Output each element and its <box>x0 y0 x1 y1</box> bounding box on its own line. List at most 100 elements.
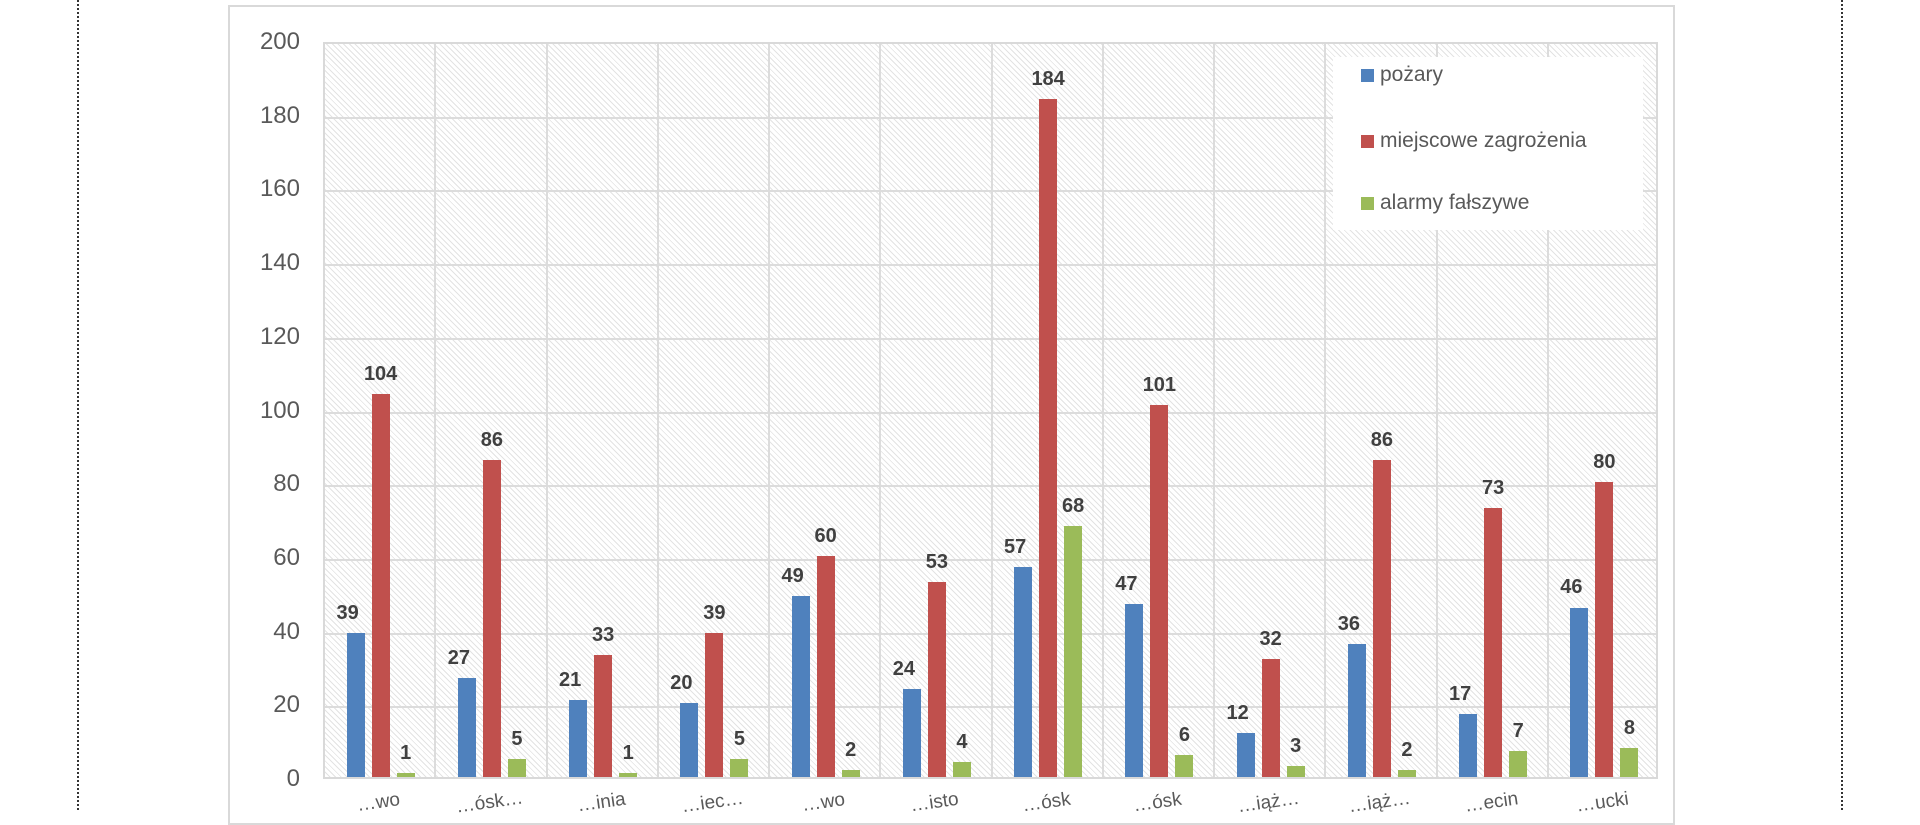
bar-1 <box>1484 508 1503 777</box>
v-gridline <box>1546 44 1549 777</box>
legend-item-pozary: pożary <box>1361 63 1443 87</box>
legend-label: alarmy fałszywe <box>1380 191 1530 214</box>
legend-item-alarmy-falszywe: alarmy fałszywe <box>1361 191 1529 215</box>
bar-1 <box>1150 404 1169 777</box>
v-gridline <box>879 44 882 777</box>
bar-value-label: 32 <box>1259 628 1282 651</box>
bar-1 <box>482 460 501 777</box>
bar-value-label: 4 <box>956 731 968 754</box>
bar-value-label: 53 <box>925 550 948 573</box>
y-tick-label: 200 <box>259 28 300 55</box>
bar-1 <box>705 633 724 777</box>
page-border-left <box>77 0 79 810</box>
bar-value-label: 36 <box>1337 613 1360 636</box>
bar-0 <box>346 633 365 777</box>
bar-value-label: 2 <box>1401 738 1413 761</box>
bar-value-label: 2 <box>845 738 857 761</box>
v-gridline <box>656 44 659 777</box>
y-tick-label: 20 <box>273 691 300 719</box>
bar-1 <box>927 581 946 777</box>
bar-value-label: 6 <box>1178 723 1190 746</box>
v-gridline <box>1213 44 1215 777</box>
bar-value-label: 60 <box>814 524 837 547</box>
bar-value-label: 104 <box>363 362 398 385</box>
v-gridline <box>545 44 548 777</box>
bar-value-label: 21 <box>559 668 582 691</box>
bar-value-label: 57 <box>1004 535 1027 558</box>
legend-swatch-icon <box>1361 134 1374 148</box>
v-gridline <box>434 44 437 777</box>
bar-value-label: 86 <box>1370 429 1393 452</box>
bar-value-label: 1 <box>622 742 634 765</box>
bar-2 <box>1509 751 1528 777</box>
bar-value-label: 49 <box>781 565 804 588</box>
bar-0 <box>1236 732 1255 777</box>
bar-value-label: 17 <box>1449 683 1472 706</box>
v-gridline <box>1324 44 1327 777</box>
legend-label: pożary <box>1380 63 1444 86</box>
bar-2 <box>952 762 971 777</box>
bar-1 <box>1261 659 1280 777</box>
bar-2 <box>1620 747 1639 777</box>
bar-value-label: 33 <box>592 624 615 647</box>
bar-0 <box>457 677 476 777</box>
bar-2 <box>507 758 526 777</box>
v-gridline <box>990 44 993 777</box>
bar-value-label: 101 <box>1142 373 1177 396</box>
bar-1 <box>594 655 613 777</box>
bar-value-label: 184 <box>1031 67 1065 90</box>
bar-value-label: 24 <box>892 657 915 680</box>
bar-2 <box>1397 769 1416 777</box>
legend-swatch-icon <box>1361 196 1374 210</box>
legend-label: miejscowe zagrożenia <box>1380 129 1587 152</box>
bar-1 <box>1039 98 1058 777</box>
bar-value-label: 12 <box>1226 701 1249 724</box>
bar-1 <box>371 393 390 777</box>
chart-legend: pożary miejscowe zagrożenia alarmy fałsz… <box>1333 57 1643 230</box>
bar-2 <box>619 773 638 777</box>
bar-2 <box>841 769 860 777</box>
bar-value-label: 47 <box>1115 572 1138 595</box>
page-border-right <box>1841 0 1843 810</box>
bar-value-label: 39 <box>703 602 726 625</box>
bar-0 <box>1459 714 1478 777</box>
y-tick-label: 60 <box>273 543 300 571</box>
bar-value-label: 20 <box>670 672 693 695</box>
bar-0 <box>569 699 588 777</box>
y-tick-label: 140 <box>259 249 300 277</box>
bar-0 <box>791 596 810 777</box>
bar-value-label: 80 <box>1593 451 1616 474</box>
bar-value-label: 73 <box>1482 476 1505 499</box>
bar-0 <box>1347 644 1366 777</box>
y-tick-label: 100 <box>259 396 300 424</box>
legend-swatch-icon <box>1361 68 1374 82</box>
plot-area: 39 104 1 27 86 5 21 33 1 20 39 5 49 60 2 24 53 4 57 184 68 47… <box>323 42 1658 779</box>
bar-value-label: 5 <box>733 727 745 750</box>
y-tick-label: 160 <box>259 175 300 203</box>
bar-2 <box>1286 765 1305 777</box>
v-gridline <box>1435 44 1438 777</box>
v-gridline <box>768 44 770 777</box>
bar-0 <box>1014 566 1033 777</box>
bar-2 <box>730 758 749 777</box>
v-gridline <box>1101 44 1104 777</box>
bar-value-label: 46 <box>1560 576 1583 599</box>
bar-value-label: 7 <box>1512 720 1524 743</box>
bar-1 <box>1372 460 1391 777</box>
bar-value-label: 39 <box>336 602 359 625</box>
y-tick-label: 180 <box>259 101 300 129</box>
bar-0 <box>1125 603 1144 777</box>
bar-2 <box>396 773 415 777</box>
legend-item-miejscowe-zagrozenia: miejscowe zagrożenia <box>1361 129 1587 153</box>
bar-2 <box>1064 526 1083 777</box>
y-tick-label: 80 <box>273 470 300 498</box>
bar-value-label: 1 <box>400 742 412 765</box>
bar-0 <box>680 703 699 777</box>
bar-value-label: 86 <box>480 429 503 452</box>
bar-0 <box>1570 607 1589 777</box>
bar-2 <box>1175 754 1194 777</box>
bar-1 <box>1595 482 1614 777</box>
bar-value-label: 5 <box>511 727 523 750</box>
y-tick-label: 0 <box>286 765 300 792</box>
bar-value-label: 68 <box>1062 495 1085 518</box>
